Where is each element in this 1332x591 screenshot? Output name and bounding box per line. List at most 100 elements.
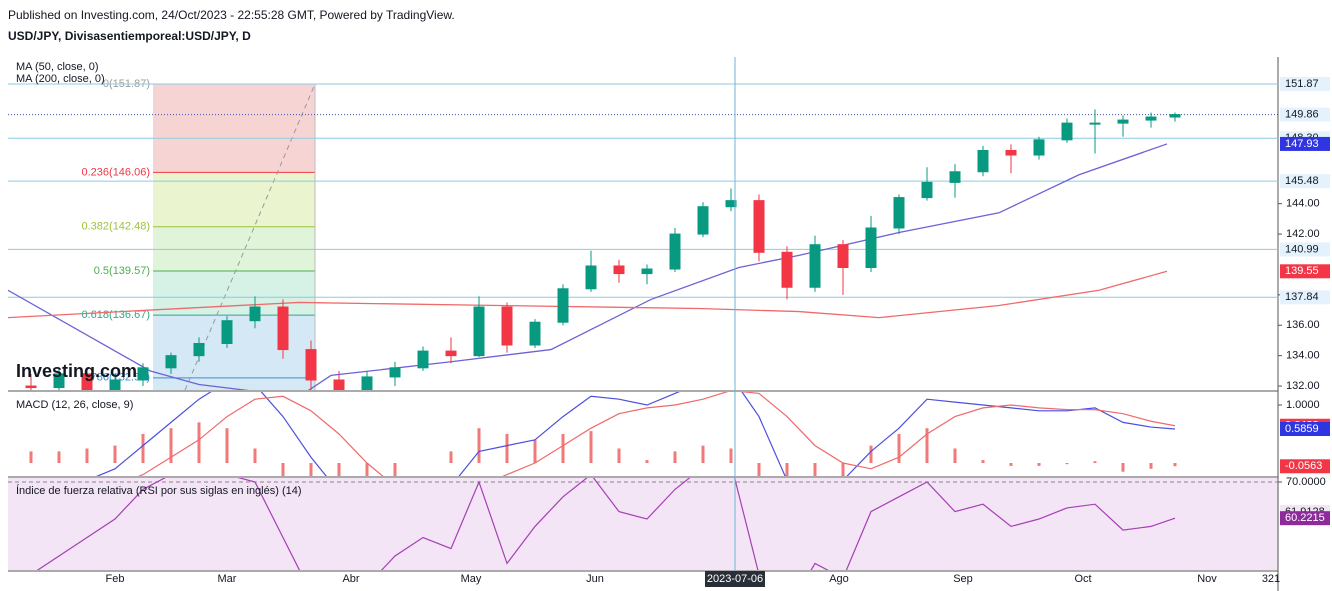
- x-tick-label: Nov: [1197, 573, 1217, 585]
- price-label-bg: [1280, 459, 1330, 474]
- y-tick-label: 70.0000: [1286, 476, 1326, 488]
- histogram-bar: [729, 448, 733, 464]
- histogram-bar: [1037, 463, 1041, 466]
- histogram-bar: [505, 434, 509, 464]
- y-tick-label: 136.00: [1286, 319, 1320, 331]
- price-label: 137.84: [1285, 291, 1319, 303]
- candle-body: [25, 385, 37, 389]
- fib-zone: [153, 315, 315, 378]
- price-label: 140.99: [1285, 243, 1319, 255]
- candle-body: [585, 265, 597, 290]
- candle-body: [641, 268, 653, 275]
- candle-body: [949, 171, 961, 183]
- y-tick-label: 142.00: [1286, 228, 1320, 240]
- candle-body: [305, 349, 317, 381]
- histogram-bar: [253, 448, 257, 464]
- fib-zone: [153, 226, 315, 271]
- candle-body: [193, 342, 205, 357]
- x-tick-label: Mar: [218, 573, 237, 585]
- fib-label: 0.236(146.06): [82, 166, 151, 178]
- histogram-bar: [29, 451, 33, 464]
- x-tick-label: Jun: [586, 573, 604, 585]
- price-label-bg: [1280, 511, 1330, 526]
- fib-label: 0.618(136.67): [82, 309, 151, 321]
- candle-body: [529, 321, 541, 346]
- macd-line: [96, 392, 1176, 476]
- fib-label: 0.5(139.57): [94, 265, 150, 277]
- candle-body: [837, 244, 849, 268]
- candle-body: [725, 200, 737, 208]
- candle-body: [809, 244, 821, 288]
- candle-body: [81, 373, 93, 390]
- histogram-bar: [701, 445, 705, 464]
- price-label-bg: [1280, 290, 1330, 305]
- price-label-bg: [1280, 136, 1330, 151]
- candle-body: [221, 320, 233, 344]
- candle-body: [165, 355, 177, 369]
- crosshair-label-bg: [705, 571, 765, 587]
- histogram-bar: [589, 431, 593, 464]
- histogram-bar: [953, 448, 957, 464]
- y-tick-label: 1.0000: [1286, 399, 1320, 411]
- histogram-bar: [673, 451, 677, 464]
- candle-body: [753, 200, 765, 253]
- histogram-bar: [477, 428, 481, 464]
- rsi-line: [36, 478, 1176, 570]
- fib-zone: [153, 377, 315, 390]
- price-label-bg: [1280, 174, 1330, 189]
- legend-entry: MA (200, close, 0): [16, 73, 105, 85]
- candle-body: [137, 367, 149, 381]
- candle-body: [1089, 122, 1101, 125]
- rsi-band: [8, 478, 1278, 570]
- candle-body: [249, 306, 261, 322]
- candle-body: [1061, 122, 1073, 141]
- price-label: 149.86: [1285, 109, 1319, 121]
- candle-body: [417, 350, 429, 369]
- x-tick-label: Abr: [342, 573, 359, 585]
- moving-average: [8, 270, 1168, 319]
- fib-label: 0.382(142.48): [82, 221, 151, 233]
- x-tick-label: 321: [1262, 573, 1280, 585]
- histogram-bar: [57, 451, 61, 464]
- histogram-bar: [981, 460, 985, 464]
- price-label-bg: [1280, 422, 1330, 437]
- candle-body: [893, 197, 905, 229]
- moving-average: [8, 143, 1168, 390]
- histogram-bar: [925, 428, 929, 464]
- histogram-bar: [113, 445, 117, 464]
- histogram-bar: [169, 428, 173, 464]
- chart-title: USD/JPY, Divisasentiemporeal:USD/JPY, D: [8, 29, 251, 43]
- macd-line: [138, 392, 1176, 476]
- candle-body: [557, 288, 569, 323]
- histogram-bar: [365, 463, 369, 476]
- candle-body: [445, 350, 457, 357]
- fib-zone: [153, 172, 315, 227]
- candle-body: [473, 306, 485, 357]
- candle-body: [977, 149, 989, 173]
- fib-trend: [184, 83, 316, 390]
- price-label-bg: [1280, 77, 1330, 92]
- candle-body: [865, 227, 877, 268]
- x-tick-label: Sep: [953, 573, 973, 585]
- histogram-bar: [533, 439, 537, 464]
- y-tick-label: 132.00: [1286, 380, 1320, 392]
- x-tick-label: Feb: [106, 573, 125, 585]
- x-tick-label: Oct: [1074, 573, 1091, 585]
- legend-entry: MA (50, close, 0): [16, 61, 99, 73]
- histogram-bar: [785, 463, 789, 476]
- price-label: 151.87: [1285, 78, 1319, 90]
- histogram-bar: [841, 463, 845, 476]
- candle-body: [921, 181, 933, 199]
- crosshair-label: 2023-07-06: [707, 573, 763, 585]
- price-label: -0.0563: [1285, 460, 1322, 472]
- histogram-bar: [85, 448, 89, 464]
- price-label: 0.5859: [1285, 423, 1319, 435]
- rsi-title: Índice de fuerza relativa (RSI por sus s…: [16, 484, 302, 497]
- price-label: 147.93: [1285, 138, 1319, 150]
- candle-body: [361, 376, 373, 390]
- histogram-bar: [141, 434, 145, 464]
- candle-body: [1169, 114, 1181, 118]
- x-tick-label: Ago: [829, 573, 849, 585]
- candle-body: [501, 306, 513, 346]
